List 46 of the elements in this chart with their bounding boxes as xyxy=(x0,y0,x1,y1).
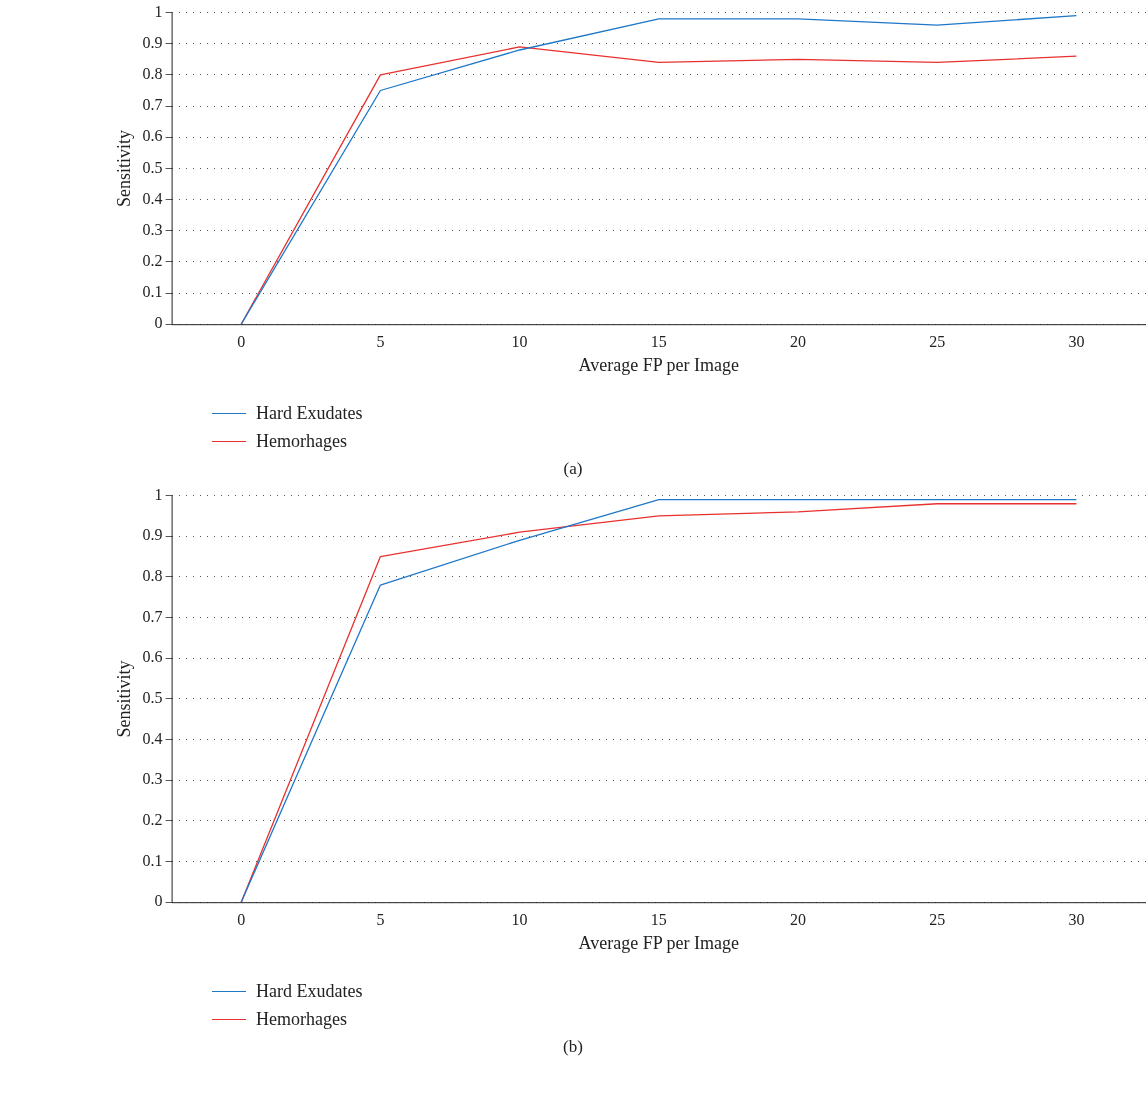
y-tick-label: 0.6 xyxy=(142,127,163,145)
x-tick-label: 0 xyxy=(237,911,246,928)
y-tick-label: 0.2 xyxy=(142,252,163,270)
x-tick-label: 20 xyxy=(790,333,806,350)
y-tick-label: 0.8 xyxy=(142,567,163,585)
y-tick-label: 0.5 xyxy=(142,158,163,176)
legend-label: Hemorhages xyxy=(256,1008,347,1030)
y-tick-label: 0.3 xyxy=(142,220,163,238)
x-tick-label: 15 xyxy=(650,333,667,350)
y-tick-label: 0.7 xyxy=(142,607,163,625)
x-tick-label: 25 xyxy=(929,333,946,350)
y-tick-label: 0 xyxy=(154,314,163,332)
x-tick-label: 10 xyxy=(511,911,528,928)
y-tick-label: 0.3 xyxy=(142,770,163,788)
y-tick-label: 0.4 xyxy=(142,729,163,747)
x-tick-label: 30 xyxy=(1068,911,1085,928)
y-tick-label: 1 xyxy=(154,485,163,503)
x-tick-label: 0 xyxy=(237,333,246,350)
y-tick-label: 0 xyxy=(154,892,163,910)
y-tick-label: 0.7 xyxy=(142,96,163,114)
legend-label: Hemorhages xyxy=(256,430,347,452)
x-tick-label: 15 xyxy=(650,911,667,928)
y-tick-label: 0.2 xyxy=(142,811,163,829)
text: (b) xyxy=(562,1037,584,1057)
x-axis-title: Average FP per Image xyxy=(578,354,740,375)
y-tick-label: 0.4 xyxy=(142,189,163,207)
y-tick-label: 0.9 xyxy=(142,526,163,544)
x-tick-label: 20 xyxy=(790,911,806,928)
y-tick-label: 0.8 xyxy=(142,65,163,83)
legend-label: Hard Exudates xyxy=(256,980,363,1002)
y-axis-title: Sensitivity xyxy=(113,129,134,207)
text: (a) xyxy=(562,459,584,479)
y-tick-label: 0.1 xyxy=(142,851,163,869)
y-tick-label: 0.5 xyxy=(142,689,163,707)
x-tick-label: 10 xyxy=(511,333,528,350)
x-tick-label: 5 xyxy=(376,911,385,928)
x-tick-label: 30 xyxy=(1068,333,1085,350)
x-axis-title: Average FP per Image xyxy=(578,932,740,953)
y-axis-title: Sensitivity xyxy=(113,660,134,738)
x-tick-label: 25 xyxy=(929,911,946,928)
y-tick-label: 0.9 xyxy=(142,33,163,51)
y-tick-label: 0.1 xyxy=(142,283,163,301)
y-tick-label: 1 xyxy=(154,2,163,20)
x-tick-label: 5 xyxy=(376,333,385,350)
legend-label: Hard Exudates xyxy=(256,402,363,424)
y-tick-label: 0.6 xyxy=(142,648,163,666)
